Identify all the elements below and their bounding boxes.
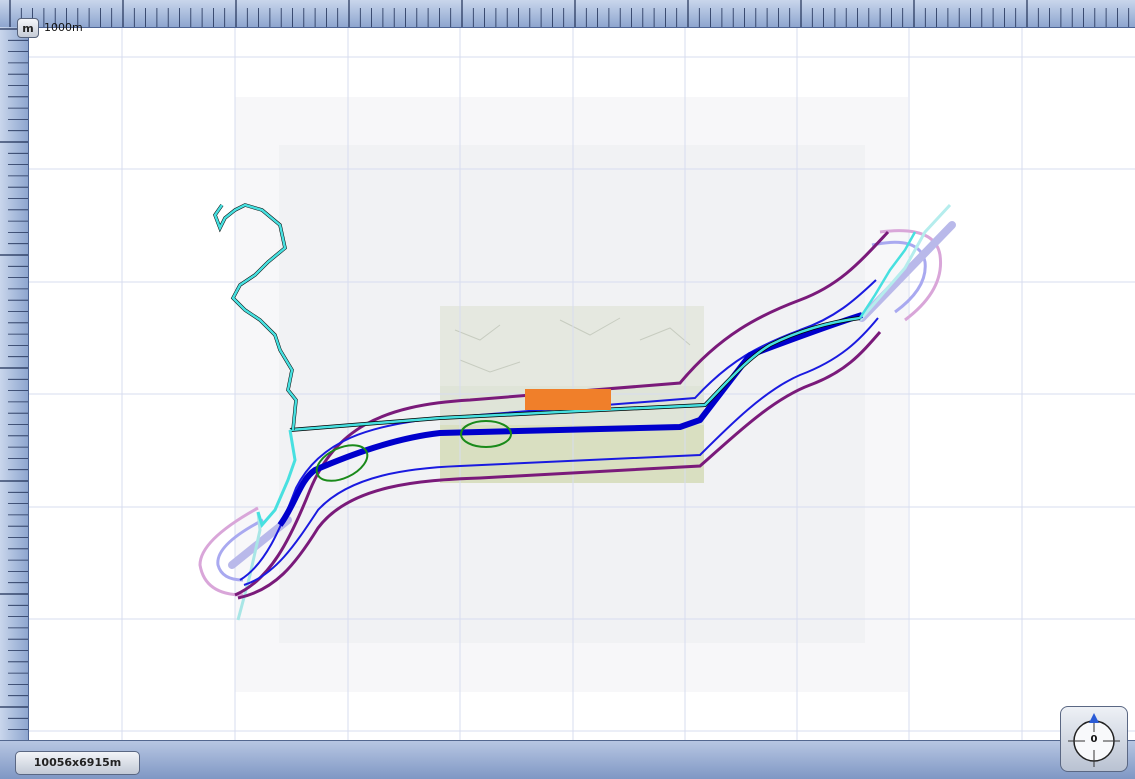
alt-route-east-link[interactable] bbox=[858, 231, 917, 319]
vertical-ruler-ticks bbox=[0, 28, 28, 730]
alt-route-west-link[interactable] bbox=[256, 429, 297, 529]
compass-heading: 0 bbox=[1090, 734, 1098, 745]
basemap-contours bbox=[454, 317, 691, 373]
alt-route-north-branch[interactable] bbox=[213, 203, 298, 431]
vertical-ruler bbox=[0, 27, 29, 740]
buffer-inner-south bbox=[243, 317, 879, 586]
buffer-outer-south bbox=[237, 331, 882, 600]
buffer-outer-faded-east bbox=[879, 229, 943, 322]
unit-toggle-button[interactable]: m bbox=[17, 18, 39, 38]
status-bar: 10056x6915m bbox=[0, 740, 1135, 779]
map-grid bbox=[29, 28, 1135, 740]
orange-marker[interactable] bbox=[525, 389, 611, 410]
basemap-terrain-north bbox=[440, 306, 704, 386]
highlight-ellipse-center[interactable] bbox=[460, 420, 512, 448]
buffer-inner-faded-east bbox=[871, 240, 927, 314]
horizontal-ruler-ticks bbox=[9, 0, 1130, 27]
buffer-outer-north bbox=[234, 230, 890, 597]
buffer-outer-faded-west bbox=[198, 506, 259, 597]
scale-label: 1000m bbox=[44, 21, 83, 34]
highlight-ellipse-west[interactable] bbox=[311, 438, 373, 488]
buffer-inner-faded-west bbox=[216, 518, 264, 582]
compass-widget[interactable]: 0 bbox=[1060, 706, 1128, 772]
map-canvas[interactable] bbox=[29, 28, 1135, 740]
north-arrow-icon bbox=[1089, 713, 1099, 723]
alt-route-main[interactable] bbox=[289, 316, 861, 432]
map-size-button[interactable]: 10056x6915m bbox=[15, 751, 140, 775]
compass-icon bbox=[1068, 713, 1120, 767]
horizontal-ruler bbox=[0, 0, 1135, 28]
map-svg[interactable] bbox=[29, 28, 1135, 740]
alt-route-faded-east bbox=[858, 203, 952, 321]
main-route[interactable] bbox=[277, 312, 863, 527]
